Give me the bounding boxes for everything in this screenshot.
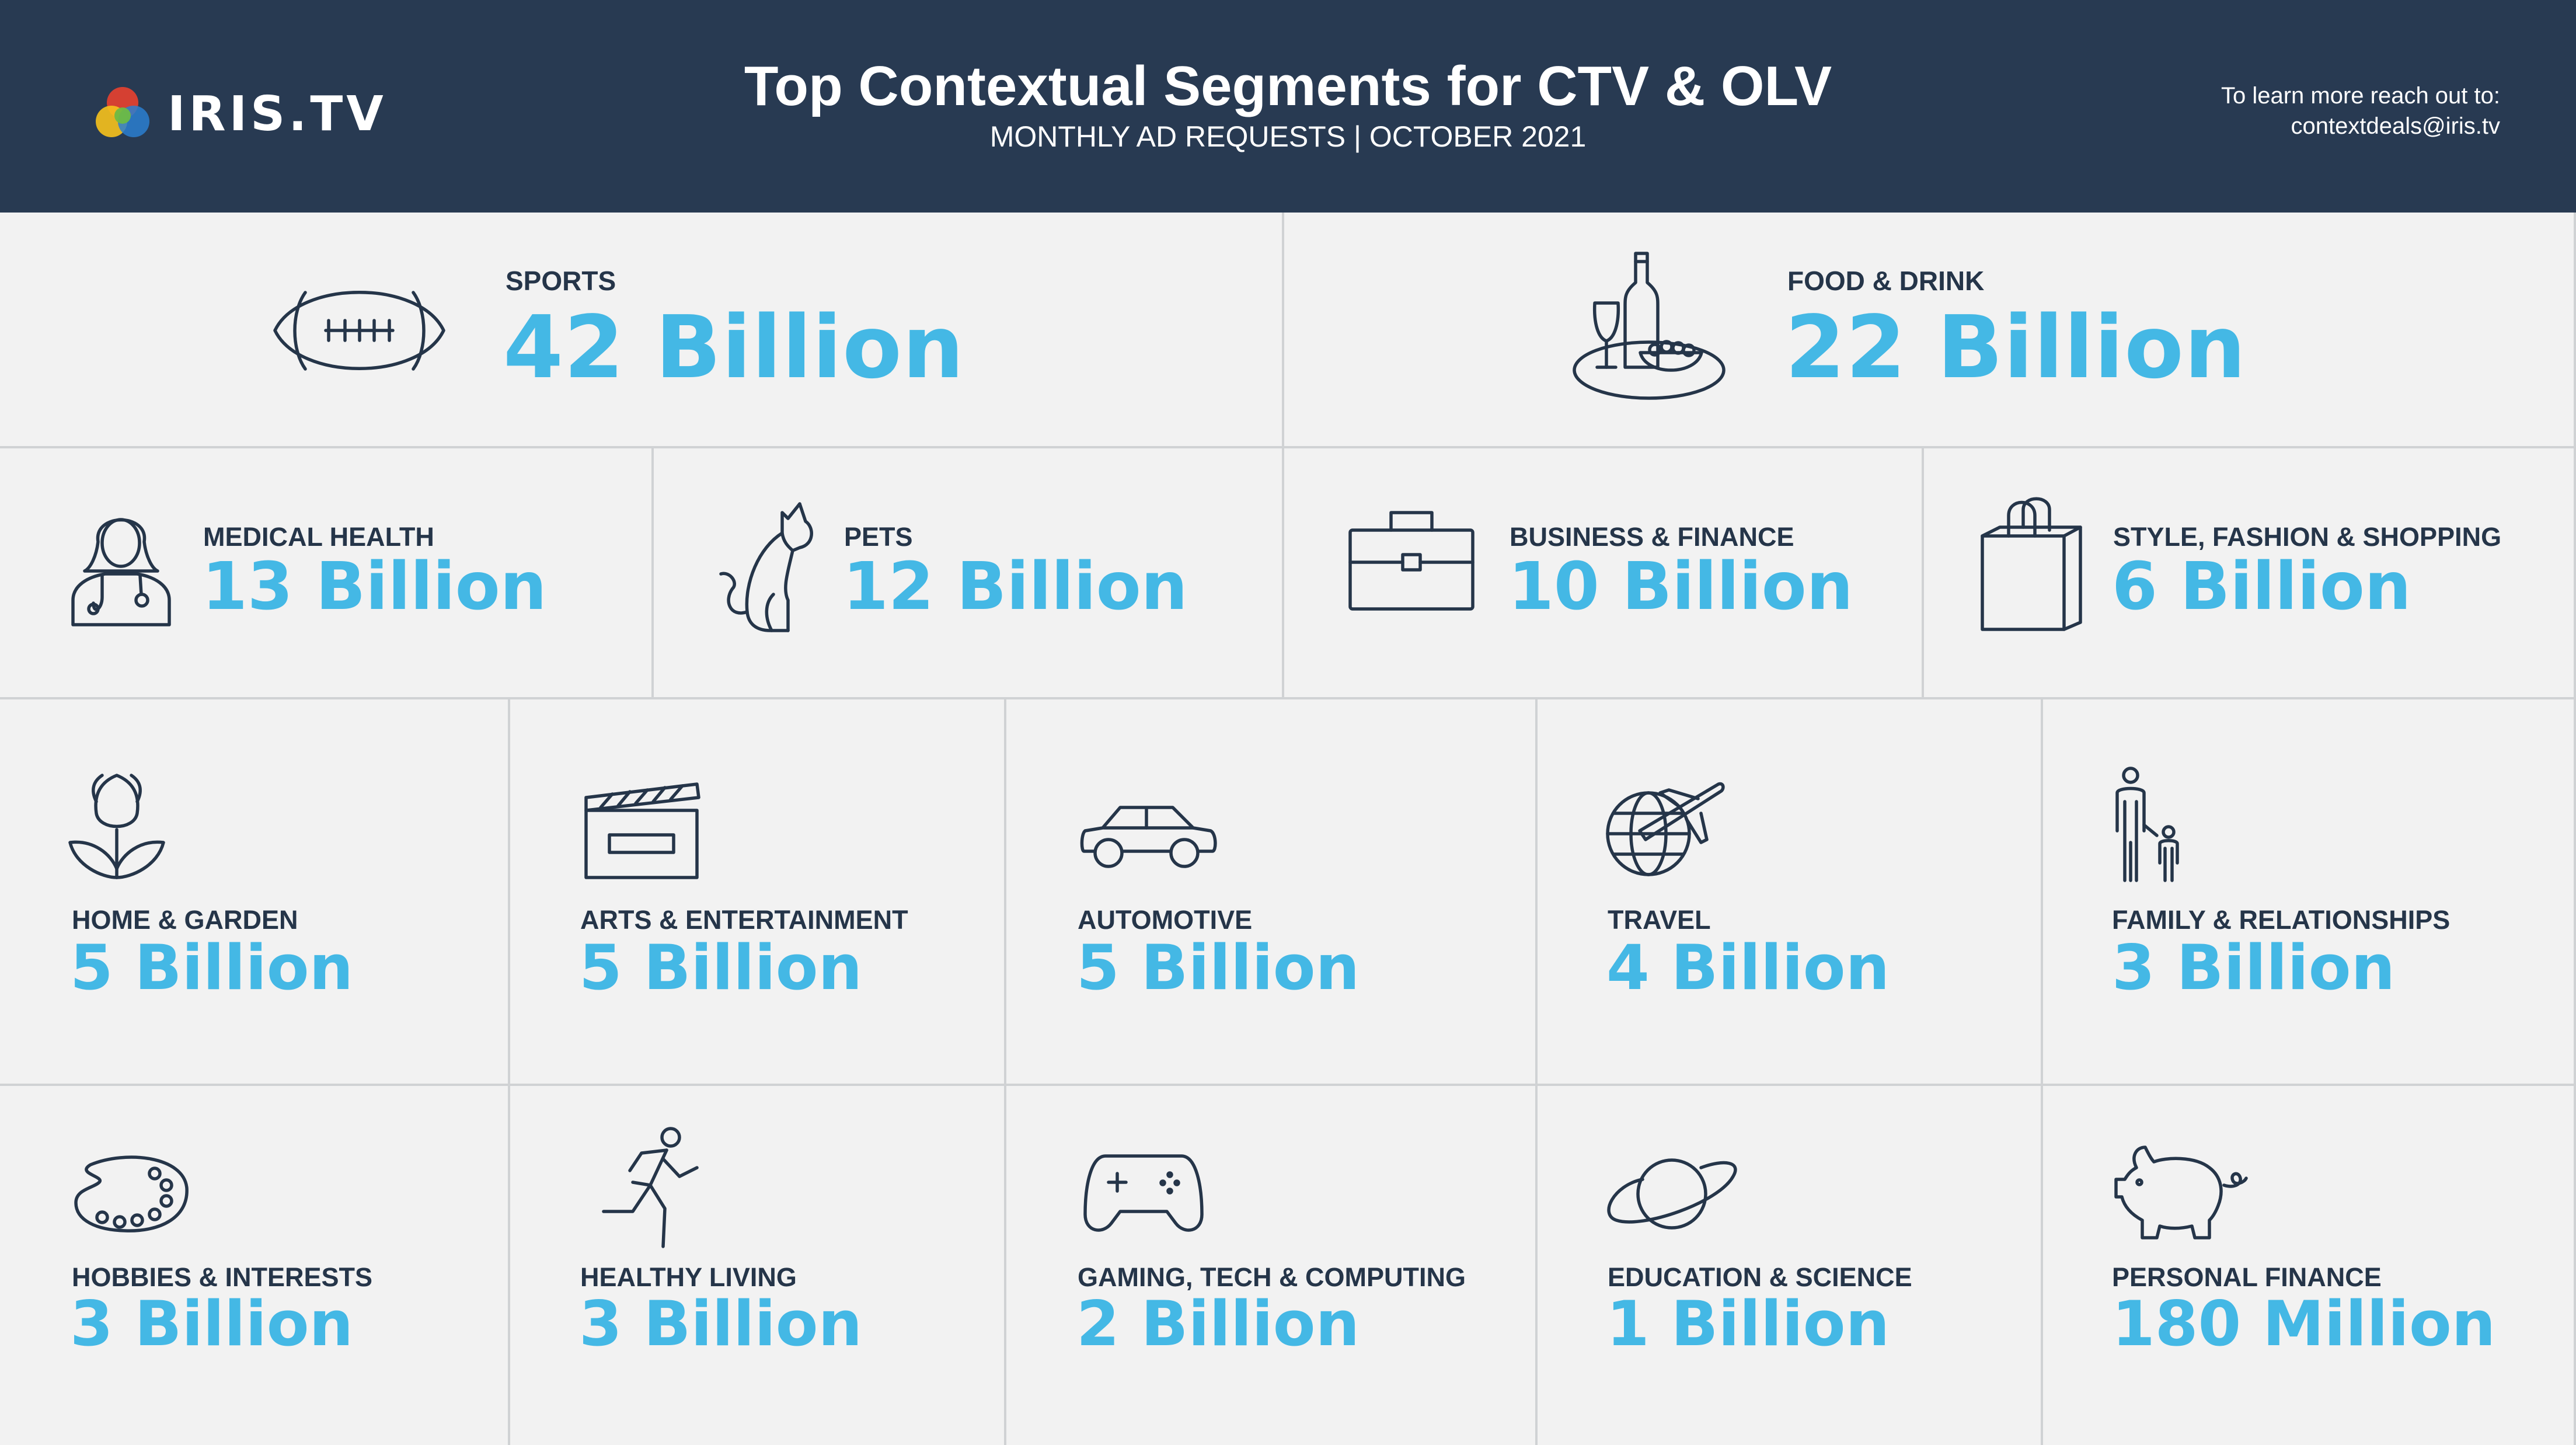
segment-card-medical-health: MEDICAL HEALTH 13 Billion bbox=[0, 448, 654, 699]
segment-label: FAMILY & RELATIONSHIPS bbox=[2112, 905, 2450, 935]
segment-card-arts-entertainment: ARTS & ENTERTAINMENT 5 Billion bbox=[510, 699, 1006, 1086]
page-title: Top Contextual Segments for CTV & OLV bbox=[744, 55, 1832, 117]
segment-label: TRAVEL bbox=[1608, 905, 1711, 935]
segment-card-food-drink: FOOD & DRINK 22 Billion bbox=[1284, 213, 2576, 448]
segment-card-education-science: EDUCATION & SCIENCE 1 Billion bbox=[1538, 1086, 2043, 1445]
segment-value: 6 Billion bbox=[2112, 549, 2411, 625]
segment-value: 2 Billion bbox=[1076, 1288, 1360, 1360]
cat-icon bbox=[718, 501, 817, 632]
segment-label: FOOD & DRINK bbox=[1787, 266, 1985, 296]
segment-card-pets: PETS 12 Billion bbox=[654, 448, 1284, 699]
piggy-bank-icon bbox=[2113, 1144, 2248, 1244]
shopping-bag-icon bbox=[1977, 495, 2084, 632]
contact-email: contextdeals@iris.tv bbox=[2291, 113, 2500, 139]
segment-value: 5 Billion bbox=[1076, 932, 1360, 1004]
segment-card-automotive: AUTOMOTIVE 5 Billion bbox=[1006, 699, 1538, 1086]
segment-value: 12 Billion bbox=[843, 549, 1188, 625]
segment-card-travel: TRAVEL 4 Billion bbox=[1538, 699, 2043, 1086]
planet-icon bbox=[1602, 1150, 1742, 1235]
segment-value: 3 Billion bbox=[579, 1288, 863, 1360]
segment-value: 4 Billion bbox=[1606, 932, 1890, 1004]
paint-palette-icon bbox=[73, 1153, 190, 1235]
iris-tv-logo: IRIS.TV bbox=[90, 82, 387, 146]
segment-card-sports: SPORTS 42 Billion bbox=[0, 213, 1284, 448]
runner-icon bbox=[598, 1127, 700, 1249]
parent-child-icon bbox=[2110, 767, 2192, 883]
segment-card-business-finance: BUSINESS & FINANCE 10 Billion bbox=[1284, 448, 1924, 699]
wine-bottle-icon bbox=[1570, 248, 1728, 405]
clapperboard-icon bbox=[583, 781, 700, 880]
segment-value: 3 Billion bbox=[70, 1288, 354, 1360]
segment-value: 180 Million bbox=[2112, 1288, 2496, 1360]
segment-label: STYLE, FASHION & SHOPPING bbox=[2113, 522, 2502, 552]
tulip-icon bbox=[67, 772, 166, 880]
segment-label: BUSINESS & FINANCE bbox=[1510, 522, 1794, 552]
segment-label: ARTS & ENTERTAINMENT bbox=[580, 905, 908, 935]
segment-value: 5 Billion bbox=[70, 932, 354, 1004]
logo-circles-icon bbox=[96, 87, 149, 137]
segment-card-style-fashion-shopping: STYLE, FASHION & SHOPPING 6 Billion bbox=[1924, 448, 2576, 699]
segment-label: HOME & GARDEN bbox=[72, 905, 298, 935]
segments-grid: SPORTS 42 Billion FOOD & DRINK 22 Billio… bbox=[0, 213, 2576, 1445]
segment-label: HEALTHY LIVING bbox=[580, 1262, 797, 1292]
segment-label: PERSONAL FINANCE bbox=[2112, 1262, 2382, 1292]
segment-value: 3 Billion bbox=[2112, 932, 2396, 1004]
header-banner: IRIS.TV Top Contextual Segments for CTV … bbox=[0, 0, 2576, 213]
game-controller-icon bbox=[1082, 1150, 1205, 1235]
contact-prompt: To learn more reach out to: bbox=[2221, 83, 2500, 109]
logo-text: IRIS.TV bbox=[168, 86, 387, 142]
segment-value: 13 Billion bbox=[202, 549, 547, 625]
segment-card-home-garden: HOME & GARDEN 5 Billion bbox=[0, 699, 510, 1086]
page-subtitle: MONTHLY AD REQUESTS | OCTOBER 2021 bbox=[989, 120, 1587, 153]
segment-value: 22 Billion bbox=[1785, 297, 2247, 398]
segment-card-healthy-living: HEALTHY LIVING 3 Billion bbox=[510, 1086, 1006, 1445]
airplane-globe-icon bbox=[1605, 775, 1725, 880]
segment-value: 10 Billion bbox=[1508, 549, 1853, 625]
segment-value: 5 Billion bbox=[579, 932, 863, 1004]
segment-label: HOBBIES & INTERESTS bbox=[72, 1262, 373, 1292]
segment-value: 1 Billion bbox=[1606, 1288, 1890, 1360]
briefcase-icon bbox=[1347, 507, 1476, 612]
segment-label: PETS bbox=[844, 522, 913, 552]
segment-label: AUTOMOTIVE bbox=[1078, 905, 1253, 935]
segment-card-personal-finance: PERSONAL FINANCE 180 Million bbox=[2043, 1086, 2576, 1445]
segment-card-family-relationships: FAMILY & RELATIONSHIPS 3 Billion bbox=[2043, 699, 2576, 1086]
segment-card-hobbies-interests: HOBBIES & INTERESTS 3 Billion bbox=[0, 1086, 510, 1445]
segment-value: 42 Billion bbox=[503, 297, 965, 398]
segment-label: MEDICAL HEALTH bbox=[203, 522, 434, 552]
segment-label: SPORTS bbox=[506, 266, 616, 296]
segment-label: EDUCATION & SCIENCE bbox=[1608, 1262, 1912, 1292]
contact-info: To learn more reach out to: contextdeals… bbox=[2221, 81, 2500, 141]
doctor-icon bbox=[70, 501, 172, 626]
football-icon bbox=[270, 274, 448, 388]
segment-card-gaming-tech-computing: GAMING, TECH & COMPUTING 2 Billion bbox=[1006, 1086, 1538, 1445]
car-icon bbox=[1079, 802, 1219, 872]
segment-label: GAMING, TECH & COMPUTING bbox=[1078, 1262, 1466, 1292]
